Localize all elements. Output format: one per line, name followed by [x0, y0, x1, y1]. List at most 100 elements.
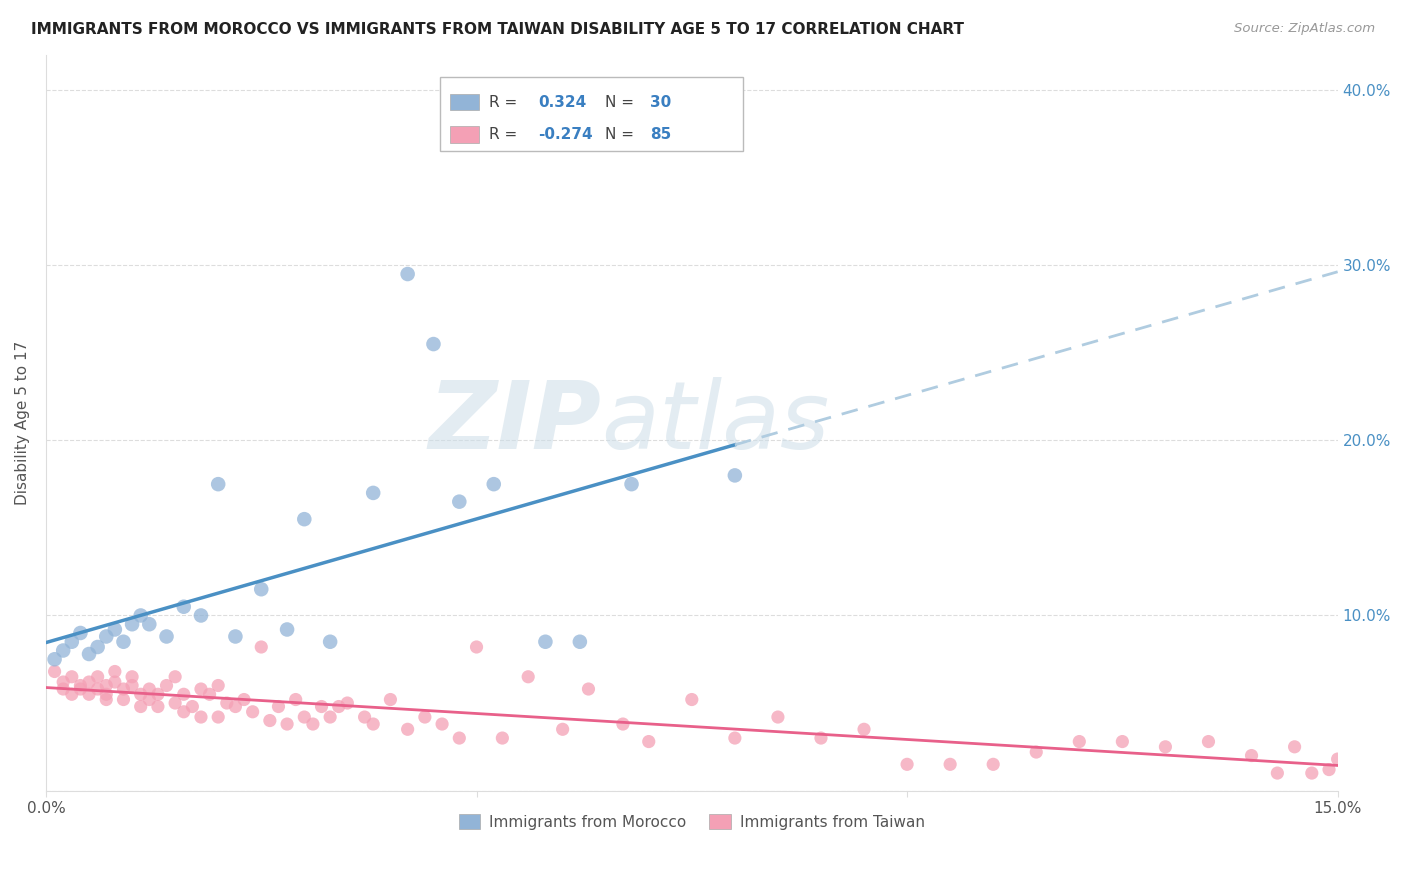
Text: 30: 30 — [651, 95, 672, 110]
Point — [311, 699, 333, 714]
Text: atlas: atlas — [602, 377, 830, 468]
Point — [242, 705, 264, 719]
Point — [104, 665, 127, 679]
Point — [190, 681, 212, 696]
Point — [1069, 734, 1091, 748]
Point — [138, 692, 160, 706]
Text: ZIP: ZIP — [429, 376, 602, 469]
Point — [396, 267, 419, 281]
Point — [52, 675, 75, 690]
Point — [44, 652, 66, 666]
Point — [422, 337, 444, 351]
Text: R =: R = — [489, 127, 522, 142]
Point — [430, 717, 453, 731]
Point — [578, 681, 600, 696]
Point — [276, 717, 298, 731]
Point — [1267, 766, 1289, 780]
Point — [52, 681, 75, 696]
Point — [224, 630, 246, 644]
Point — [129, 687, 152, 701]
Point — [138, 617, 160, 632]
Point — [724, 731, 747, 745]
Point — [104, 623, 127, 637]
Point — [146, 687, 169, 701]
Point — [233, 692, 256, 706]
Point — [292, 512, 315, 526]
Legend: Immigrants from Morocco, Immigrants from Taiwan: Immigrants from Morocco, Immigrants from… — [453, 808, 931, 836]
Point — [612, 717, 634, 731]
Text: 0.324: 0.324 — [538, 95, 586, 110]
Point — [215, 696, 238, 710]
Text: N =: N = — [605, 95, 640, 110]
Point — [155, 679, 177, 693]
Point — [207, 477, 229, 491]
FancyBboxPatch shape — [450, 127, 478, 143]
Point — [224, 699, 246, 714]
Text: IMMIGRANTS FROM MOROCCO VS IMMIGRANTS FROM TAIWAN DISABILITY AGE 5 TO 17 CORRELA: IMMIGRANTS FROM MOROCCO VS IMMIGRANTS FR… — [31, 22, 965, 37]
Point — [138, 681, 160, 696]
Point — [396, 723, 419, 737]
Point — [173, 599, 195, 614]
Point — [276, 623, 298, 637]
Point — [1317, 763, 1340, 777]
Point — [259, 714, 281, 728]
Point — [534, 634, 557, 648]
Point — [207, 679, 229, 693]
Point — [413, 710, 436, 724]
Point — [112, 681, 135, 696]
Point — [465, 640, 488, 654]
Point — [77, 675, 100, 690]
Point — [52, 643, 75, 657]
Point — [981, 757, 1004, 772]
Point — [1025, 745, 1047, 759]
Point — [1198, 734, 1220, 748]
Point — [165, 696, 187, 710]
Point — [69, 626, 91, 640]
Point — [112, 692, 135, 706]
Point — [853, 723, 876, 737]
Point — [190, 710, 212, 724]
Point — [449, 494, 471, 508]
Point — [146, 699, 169, 714]
Point — [121, 679, 143, 693]
Point — [207, 710, 229, 724]
Point — [121, 670, 143, 684]
Point — [173, 705, 195, 719]
Point — [1154, 739, 1177, 754]
Point — [491, 731, 513, 745]
Point — [112, 634, 135, 648]
Point — [181, 699, 204, 714]
Point — [568, 634, 591, 648]
Point — [60, 670, 83, 684]
Point — [250, 640, 273, 654]
Text: Source: ZipAtlas.com: Source: ZipAtlas.com — [1234, 22, 1375, 36]
Point — [198, 687, 221, 701]
Point — [1326, 752, 1348, 766]
Point — [155, 630, 177, 644]
Point — [96, 687, 118, 701]
Point — [129, 608, 152, 623]
Point — [482, 477, 505, 491]
Text: -0.274: -0.274 — [538, 127, 593, 142]
Point — [292, 710, 315, 724]
Point — [96, 630, 118, 644]
Point — [302, 717, 325, 731]
Point — [551, 723, 574, 737]
Point — [939, 757, 962, 772]
Point — [96, 692, 118, 706]
Point — [60, 634, 83, 648]
Point — [1284, 739, 1306, 754]
Point — [328, 699, 350, 714]
Point — [681, 692, 703, 706]
FancyBboxPatch shape — [450, 95, 478, 111]
Point — [1240, 748, 1263, 763]
Point — [896, 757, 918, 772]
Point — [104, 675, 127, 690]
Point — [77, 687, 100, 701]
Point — [69, 679, 91, 693]
Text: 85: 85 — [651, 127, 672, 142]
Point — [284, 692, 307, 706]
Text: N =: N = — [605, 127, 640, 142]
Point — [766, 710, 789, 724]
Point — [353, 710, 375, 724]
